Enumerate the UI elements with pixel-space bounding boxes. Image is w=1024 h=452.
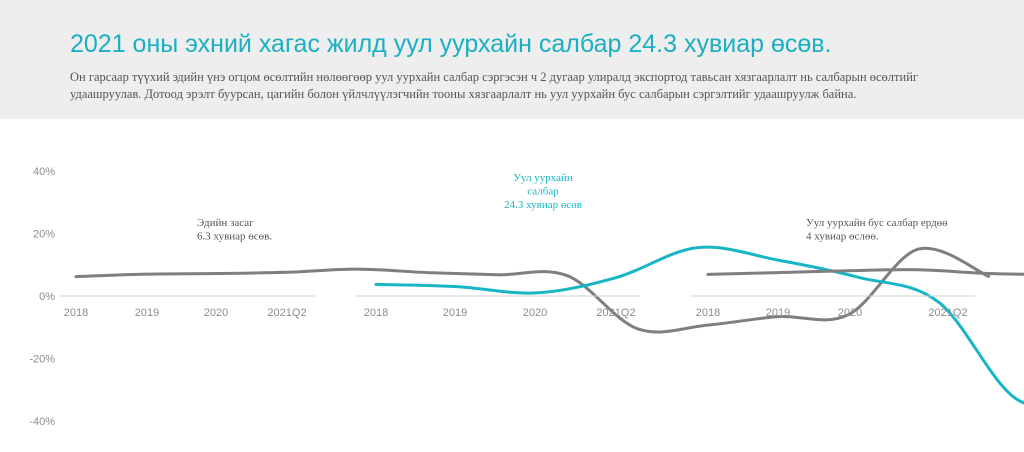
y-tick-label: -20% [29,354,55,366]
x-tick-label: 2019 [443,307,467,319]
page-title: 2021 оны эхний хагас жилд уул уурхайн са… [70,30,832,58]
series-line-3 [706,268,1024,276]
series-line-1 [74,246,991,334]
series-annotation-1: Эдийн засаг 6.3 хувиар өсөв. [197,217,272,243]
x-tick-label: 2018 [696,307,720,319]
y-tick-label: 0% [39,291,55,303]
y-tick-label: -40% [29,416,55,428]
header-panel: 2021 оны эхний хагас жилд уул уурхайн са… [0,0,1024,119]
x-tick-label: 2020 [204,307,228,319]
x-tick-label: 2019 [135,307,159,319]
x-tick-label: 2021Q2 [928,307,967,319]
x-tick-label: 2021Q2 [267,307,306,319]
series-annotation-3: Уул уурхайн бус салбар ердөө 4 хувиар өсл… [806,217,948,243]
x-tick-label: 2018 [64,307,88,319]
series-annotation-2: Уул уурхайн салбар 24.3 хувиар өсөв [504,172,582,211]
y-tick-label: 40% [33,166,55,178]
x-tick-label: 2019 [766,307,790,319]
x-tick-label: 2020 [838,307,862,319]
series-line-2 [374,245,1024,405]
y-tick-label: 20% [33,229,55,241]
x-tick-label: 2018 [364,307,388,319]
page-subtitle: Он гарсаар түүхий эдийн үнэ огцом өсөлти… [70,70,919,101]
x-tick-label: 2021Q2 [596,307,635,319]
x-tick-label: 2020 [523,307,547,319]
